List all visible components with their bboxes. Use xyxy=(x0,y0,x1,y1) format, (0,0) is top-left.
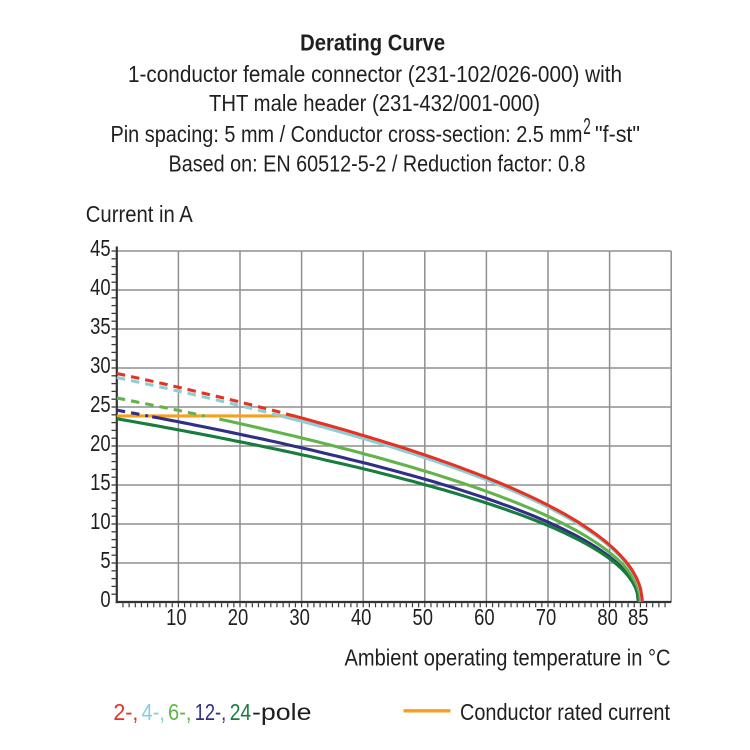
svg-text:1-conductor female connector (: 1-conductor female connector (231-102/02… xyxy=(128,61,622,87)
svg-text:Pin spacing: 5 mm / Conductor: Pin spacing: 5 mm / Conductor cross-sect… xyxy=(111,121,583,147)
svg-text:60: 60 xyxy=(474,604,495,630)
svg-text:50: 50 xyxy=(413,604,434,630)
svg-text:Derating Curve: Derating Curve xyxy=(300,30,445,56)
svg-text:12-,: 12-, xyxy=(195,699,227,725)
svg-text:40: 40 xyxy=(351,604,372,630)
svg-text:40: 40 xyxy=(90,274,111,300)
svg-text:5: 5 xyxy=(100,547,110,573)
svg-text:Current in A: Current in A xyxy=(86,201,194,227)
svg-text:6-,: 6-, xyxy=(168,699,192,725)
svg-text:15: 15 xyxy=(90,469,111,495)
svg-text:4-,: 4-, xyxy=(142,699,166,725)
svg-text:Conductor rated current: Conductor rated current xyxy=(460,699,671,725)
svg-text:2: 2 xyxy=(583,113,591,139)
svg-text:20: 20 xyxy=(228,604,249,630)
svg-text:10: 10 xyxy=(166,604,187,630)
svg-text:80: 80 xyxy=(597,604,618,630)
svg-text:30: 30 xyxy=(289,604,310,630)
svg-text:2-,: 2-, xyxy=(113,699,138,725)
svg-text:0: 0 xyxy=(100,586,110,612)
svg-text:30: 30 xyxy=(90,352,111,378)
svg-text:85: 85 xyxy=(628,604,649,630)
svg-text:20: 20 xyxy=(90,430,111,456)
svg-text:Ambient operating temperature: Ambient operating temperature in °C xyxy=(345,645,671,671)
svg-text:Based on: EN 60512-5-2 / Reduc: Based on: EN 60512-5-2 / Reduction facto… xyxy=(169,150,586,176)
svg-text:10: 10 xyxy=(90,508,111,534)
svg-text:25: 25 xyxy=(90,391,111,417)
svg-text:THT male header (231-432/001-0: THT male header (231-432/001-000) xyxy=(209,90,540,116)
svg-text:35: 35 xyxy=(90,313,111,339)
svg-text:70: 70 xyxy=(536,604,557,630)
svg-text:-pole: -pole xyxy=(252,699,312,725)
svg-text:"f-st": "f-st" xyxy=(595,121,640,147)
svg-text:45: 45 xyxy=(90,235,111,261)
svg-text:24: 24 xyxy=(230,699,252,725)
